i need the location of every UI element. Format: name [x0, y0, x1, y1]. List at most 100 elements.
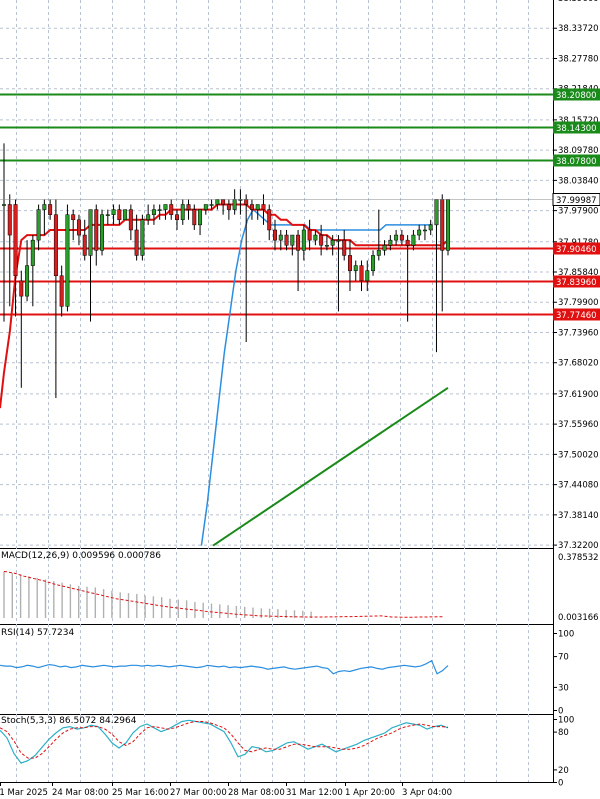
candle-body[interactable]: [226, 204, 231, 210]
price-panel[interactable]: [0, 93, 553, 547]
candle-body[interactable]: [365, 270, 370, 282]
candle-body[interactable]: [267, 209, 272, 231]
candle-body[interactable]: [2, 204, 6, 206]
price-tick-label: 38.33720: [558, 24, 599, 34]
trend-line[interactable]: [212, 386, 449, 547]
candle-body[interactable]: [394, 234, 399, 241]
candle-body[interactable]: [255, 204, 260, 210]
price-tick-label: 37.38140: [558, 511, 599, 521]
candle-body[interactable]: [140, 219, 145, 256]
candle-body[interactable]: [261, 204, 266, 210]
price-tick-label: 37.61900: [558, 390, 599, 400]
candle-body[interactable]: [48, 204, 53, 215]
price-tick-label: 37.97900: [558, 207, 599, 217]
candle-body[interactable]: [198, 209, 203, 226]
candle-body[interactable]: [440, 199, 445, 251]
candle-body[interactable]: [273, 229, 277, 241]
candle-body[interactable]: [342, 239, 347, 256]
candle-body[interactable]: [434, 199, 439, 226]
candle-body[interactable]: [123, 209, 128, 221]
candle-body[interactable]: [163, 204, 168, 210]
candle-body[interactable]: [376, 250, 381, 256]
candle-body[interactable]: [405, 239, 410, 246]
rsi-panel[interactable]: [0, 659, 449, 675]
candle-body[interactable]: [105, 214, 110, 216]
candle-body[interactable]: [25, 265, 30, 297]
candle-body[interactable]: [100, 214, 105, 251]
candle-body[interactable]: [151, 209, 156, 215]
candle-body[interactable]: [290, 234, 295, 246]
candle-body[interactable]: [382, 244, 387, 251]
candle-body[interactable]: [278, 234, 283, 241]
candle-body[interactable]: [347, 255, 352, 271]
candle-body[interactable]: [417, 229, 422, 236]
candle-body[interactable]: [221, 199, 226, 205]
candle-body[interactable]: [446, 199, 450, 251]
stoch-d-line: [0, 721, 449, 759]
candle-body[interactable]: [71, 214, 76, 221]
candle-body[interactable]: [94, 209, 99, 251]
candle-body[interactable]: [319, 234, 324, 246]
candle-body[interactable]: [157, 209, 162, 211]
candle-body[interactable]: [169, 204, 174, 215]
candle-body[interactable]: [134, 229, 139, 256]
price-tick-label: 37.79900: [558, 298, 599, 308]
candle-body[interactable]: [313, 234, 318, 241]
candle-body[interactable]: [76, 219, 81, 236]
price-tick-label: 37.85840: [558, 268, 599, 278]
candle-body[interactable]: [249, 204, 254, 210]
candle-body[interactable]: [192, 209, 197, 226]
candle-body[interactable]: [36, 209, 41, 241]
candle-body[interactable]: [146, 214, 151, 221]
candle-body[interactable]: [30, 239, 35, 266]
time-tick-label: 1 Apr 20:00: [345, 788, 395, 798]
candle-body[interactable]: [353, 265, 358, 271]
candle-body[interactable]: [330, 239, 335, 246]
candle-body[interactable]: [411, 234, 416, 246]
candle-body[interactable]: [203, 204, 208, 210]
candle-body[interactable]: [65, 214, 70, 307]
candle-body[interactable]: [428, 224, 433, 231]
stoch-panel[interactable]: [0, 719, 449, 764]
candle-body[interactable]: [19, 280, 24, 297]
time-tick-label: 21 Mar 2025: [0, 788, 48, 798]
candle-body[interactable]: [209, 204, 214, 206]
candle-body[interactable]: [53, 214, 58, 277]
rsi-title: RSI(14) 57.7234: [1, 628, 74, 638]
candle-body[interactable]: [301, 229, 306, 251]
candle-body[interactable]: [7, 204, 12, 236]
candle-body[interactable]: [244, 199, 249, 205]
candle-body[interactable]: [117, 209, 122, 221]
candle-body[interactable]: [336, 239, 341, 242]
candle-body[interactable]: [13, 204, 18, 277]
candle-body[interactable]: [128, 209, 133, 231]
macd-panel[interactable]: [3, 570, 443, 618]
candle-body[interactable]: [324, 244, 329, 247]
candle-body[interactable]: [180, 204, 185, 221]
candle-body[interactable]: [371, 255, 376, 271]
rsi-line: [0, 659, 449, 675]
candle-body[interactable]: [422, 229, 427, 232]
candle-body[interactable]: [232, 199, 237, 210]
candle-body[interactable]: [215, 199, 220, 205]
candle-body[interactable]: [307, 229, 312, 241]
price-tick-label: 38.39660: [558, 0, 599, 4]
candle-body[interactable]: [82, 234, 87, 256]
candle-body[interactable]: [59, 275, 64, 307]
resistance-level-label: 38.14300: [556, 124, 597, 134]
time-tick-label: 3 Apr 04:00: [402, 788, 452, 798]
price-tick-label: 38.27780: [558, 54, 599, 64]
candle-body[interactable]: [42, 204, 47, 210]
candle-body[interactable]: [186, 204, 191, 210]
candle-body[interactable]: [296, 234, 301, 251]
rsi-tick-label: 30: [558, 683, 569, 693]
candle-body[interactable]: [111, 209, 116, 215]
support-level-label: 37.77460: [556, 311, 597, 321]
candle-body[interactable]: [88, 209, 93, 256]
candle-body[interactable]: [388, 239, 393, 246]
candle-body[interactable]: [399, 234, 404, 241]
candle-body[interactable]: [359, 265, 364, 282]
candle-body[interactable]: [284, 234, 289, 246]
candle-body[interactable]: [175, 214, 179, 221]
